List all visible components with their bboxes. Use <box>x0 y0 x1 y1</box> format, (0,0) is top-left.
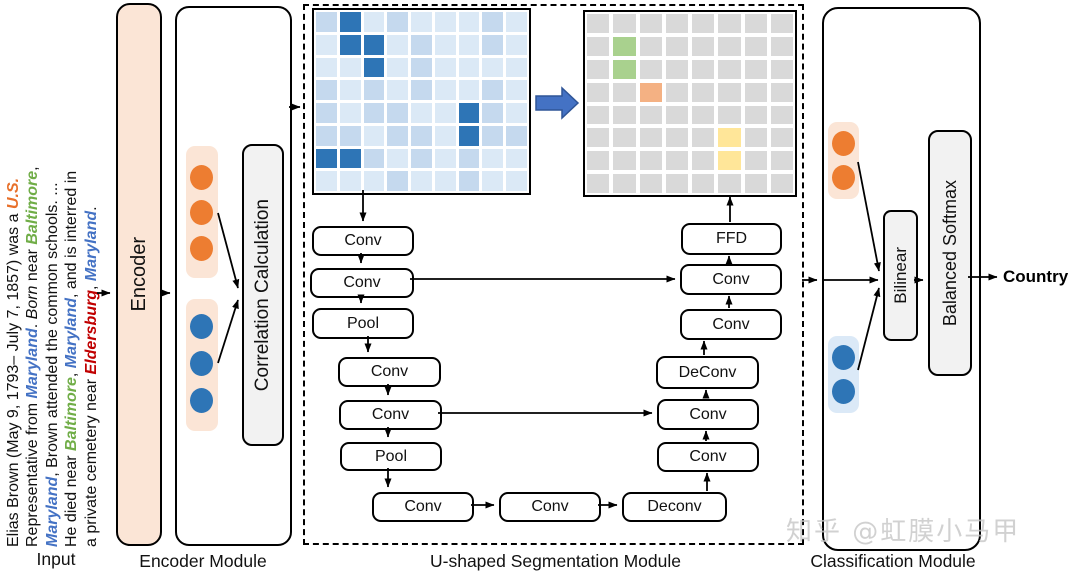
country-output-label: Country <box>1003 267 1069 286</box>
deconv-box: Deconv <box>622 492 727 522</box>
class-embeddings-orange <box>828 122 859 199</box>
conv-box: Conv <box>312 226 414 256</box>
input-text-block: Elias Brown (May 9, 1793– July 7, 1857) … <box>4 2 104 550</box>
segmentation-module-caption: U-shaped Segmentation Module <box>430 551 681 571</box>
segmentation-heatmap <box>583 10 797 197</box>
classification-module-caption: Classification Module <box>810 551 976 571</box>
conv-box: Conv <box>680 309 782 340</box>
conv-box: Conv <box>310 268 414 298</box>
embedding-dot <box>190 236 213 261</box>
watermark: 知乎 @虹膜小马甲 <box>786 517 1021 547</box>
bilinear-label: Bilinear <box>890 247 910 304</box>
encoder-box: Encoder <box>116 3 162 546</box>
embedding-dot <box>832 379 855 404</box>
balanced-softmax-label: Balanced Softmax <box>939 179 960 327</box>
input-caption: Input <box>36 549 76 569</box>
input-text: Elias Brown (May 9, 1793– July 7, 1857) … <box>5 166 100 547</box>
ffd-box: FFD <box>681 223 782 255</box>
correlation-calculation-box: Correlation Calculation <box>242 144 284 446</box>
conv-box: Conv <box>657 442 759 472</box>
entity-embeddings-blue <box>186 299 218 431</box>
encoder-module-caption: Encoder Module <box>139 551 267 571</box>
embedding-dot <box>832 165 855 190</box>
correlation-calculation-label: Correlation Calculation <box>252 198 273 392</box>
embedding-dot <box>832 345 855 370</box>
embedding-dot <box>190 165 213 190</box>
conv-box: Conv <box>680 264 782 295</box>
embedding-dot <box>190 314 213 339</box>
bilinear-box: Bilinear <box>883 210 918 341</box>
class-embeddings-blue <box>828 336 859 413</box>
balanced-softmax-box: Balanced Softmax <box>928 130 972 376</box>
pool-box: Pool <box>340 442 442 471</box>
embedding-dot <box>832 131 855 156</box>
correlation-heatmap <box>312 8 531 195</box>
conv-box: Conv <box>499 492 601 522</box>
encoder-label: Encoder <box>127 237 150 312</box>
embedding-dot <box>190 388 213 413</box>
entity-embeddings-orange <box>186 146 218 278</box>
embedding-dot <box>190 200 213 225</box>
conv-box: Conv <box>339 400 442 430</box>
conv-box: Conv <box>338 357 441 387</box>
embedding-dot <box>190 351 213 376</box>
deconv-box: DeConv <box>656 356 759 389</box>
conv-box: Conv <box>372 492 474 522</box>
conv-box: Conv <box>657 399 759 430</box>
segmentation-module-box <box>303 4 804 545</box>
pool-box: Pool <box>312 308 414 339</box>
